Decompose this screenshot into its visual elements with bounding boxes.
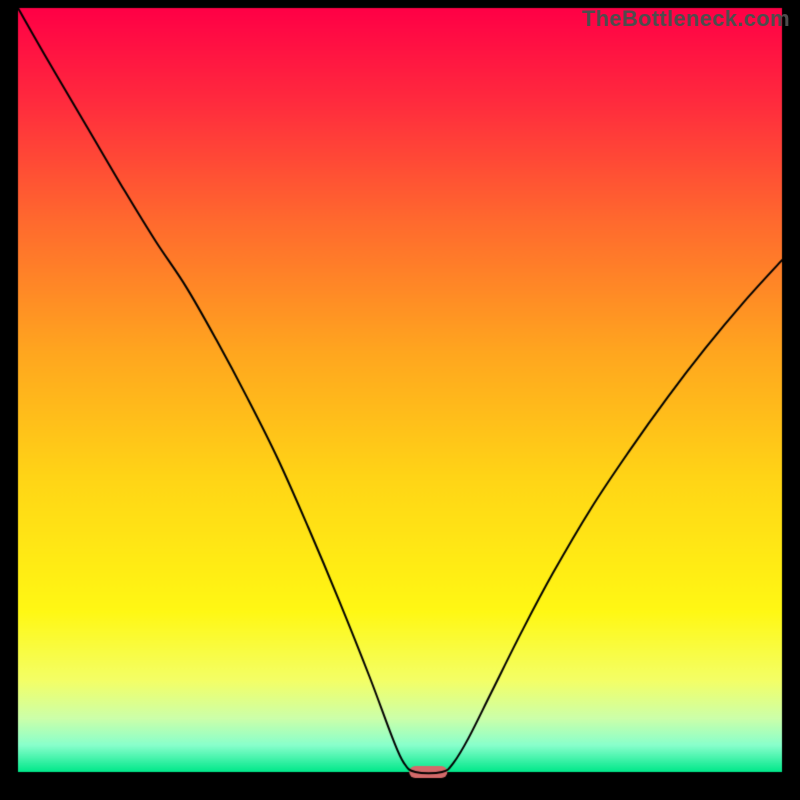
bottleneck-chart-canvas (0, 0, 800, 800)
watermark-text: TheBottleneck.com (582, 6, 790, 32)
chart-stage: TheBottleneck.com (0, 0, 800, 800)
